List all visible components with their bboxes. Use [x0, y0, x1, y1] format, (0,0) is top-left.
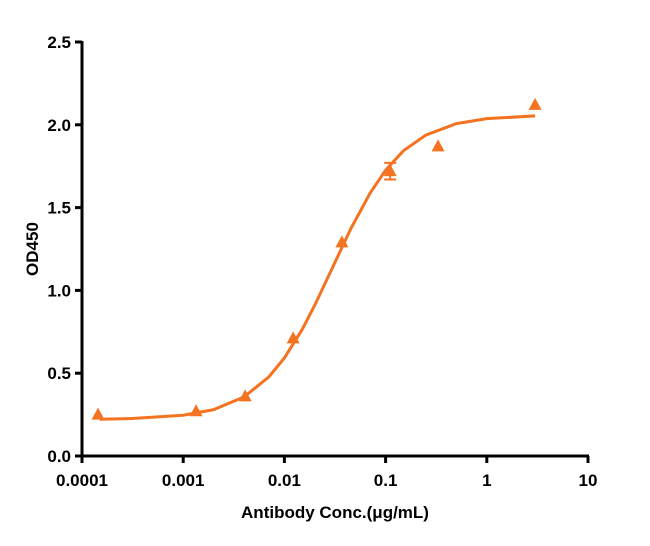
y-axis-label: OD450: [23, 222, 42, 276]
x-axis-label: Antibody Conc.(μg/mL): [241, 503, 429, 522]
data-point: [529, 98, 542, 110]
chart: Antibody Conc.(μg/mL) OD450 0.0 0.5 1.0 1.5…: [0, 0, 650, 546]
x-tick-label: 0.001: [162, 471, 205, 490]
y-tick-label: 2.0: [47, 116, 71, 135]
x-tick-label: 10: [579, 471, 598, 490]
x-tick-label: 0.1: [374, 471, 398, 490]
x-tick-label: 1: [482, 471, 491, 490]
y-tick-label: 1.0: [47, 281, 71, 300]
y-tick-label: 0.0: [47, 447, 71, 466]
y-tick-label: 0.5: [47, 364, 71, 383]
y-tick-label: 1.5: [47, 199, 71, 218]
x-tick-label: 0.01: [268, 471, 301, 490]
data-point: [92, 408, 105, 420]
y-tick-label: 2.5: [47, 33, 71, 52]
data-point: [190, 404, 203, 416]
data-point: [432, 139, 445, 151]
fit-curve: [100, 116, 535, 419]
x-tick-label: 0.0001: [56, 471, 108, 490]
